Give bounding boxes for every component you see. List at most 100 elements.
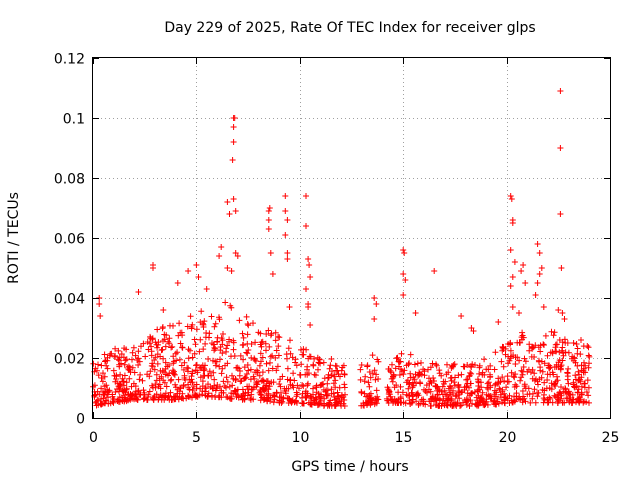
data-point	[131, 369, 138, 376]
data-point	[406, 380, 413, 387]
data-point	[396, 372, 403, 378]
data-point	[341, 384, 348, 391]
data-point	[466, 372, 473, 379]
data-point	[502, 345, 509, 352]
data-point	[390, 400, 396, 406]
data-point	[287, 337, 293, 344]
data-point	[106, 387, 113, 394]
data-point	[502, 394, 509, 401]
data-point	[214, 382, 221, 388]
data-point	[261, 388, 268, 394]
data-point	[373, 301, 380, 307]
data-point	[386, 388, 393, 395]
data-point	[282, 232, 289, 238]
data-point	[548, 380, 555, 387]
data-point	[203, 385, 209, 392]
data-point	[272, 354, 279, 361]
data-point	[144, 396, 151, 403]
data-point	[253, 383, 260, 390]
data-point	[189, 321, 196, 328]
data-point	[218, 335, 225, 342]
data-point	[101, 373, 108, 380]
data-point	[414, 360, 421, 367]
data-point	[300, 351, 307, 358]
data-point	[218, 370, 225, 377]
data-point	[263, 360, 270, 367]
data-point	[284, 365, 291, 372]
data-point	[433, 361, 439, 368]
data-point	[522, 358, 529, 365]
data-point	[507, 347, 514, 354]
data-point	[276, 381, 283, 387]
data-point	[228, 353, 234, 360]
data-point	[326, 400, 333, 407]
data-point	[555, 307, 562, 313]
data-point	[314, 402, 321, 409]
data-point	[310, 385, 316, 392]
data-point	[174, 394, 181, 401]
data-point	[549, 399, 556, 406]
data-point	[187, 313, 194, 320]
data-point	[400, 292, 407, 298]
data-point	[278, 389, 284, 396]
data-point	[583, 389, 590, 395]
data-point	[102, 358, 108, 365]
data-point	[266, 205, 273, 211]
data-points	[90, 88, 593, 409]
data-point	[292, 356, 299, 363]
data-point	[303, 346, 310, 353]
data-point	[171, 368, 177, 375]
data-point	[532, 399, 539, 406]
data-point	[175, 332, 182, 339]
data-point	[325, 374, 332, 381]
data-point	[333, 395, 340, 402]
data-point	[149, 360, 156, 367]
data-point	[205, 356, 212, 362]
data-point	[245, 367, 252, 374]
data-point	[507, 247, 514, 253]
data-point	[216, 314, 222, 321]
data-point	[279, 398, 286, 405]
data-point	[392, 365, 399, 372]
data-point	[129, 349, 136, 356]
data-point	[112, 345, 119, 352]
x-axis: 0 5 10 15 20 25	[89, 58, 619, 446]
data-point	[492, 349, 499, 356]
data-point	[519, 329, 526, 336]
data-point	[260, 395, 267, 402]
data-point	[108, 350, 115, 357]
data-point	[206, 368, 213, 375]
data-point	[517, 377, 524, 384]
data-point	[207, 383, 214, 390]
data-point	[105, 394, 111, 401]
data-point	[417, 380, 424, 387]
data-point	[206, 334, 212, 341]
data-point	[521, 355, 528, 362]
y-tick-label: 0.1	[63, 112, 85, 128]
x-axis-label: GPS time / hours	[291, 459, 408, 475]
data-point	[509, 274, 516, 280]
data-point	[403, 391, 410, 398]
data-point	[562, 339, 569, 346]
data-point	[305, 355, 312, 362]
data-point	[219, 341, 226, 348]
data-point	[493, 389, 500, 396]
data-point	[121, 345, 128, 352]
data-point	[176, 356, 183, 363]
data-point	[542, 332, 549, 339]
data-point	[397, 394, 404, 400]
data-point	[509, 304, 516, 310]
data-point	[228, 268, 235, 274]
data-point	[441, 387, 448, 394]
data-point	[298, 346, 304, 353]
data-point	[189, 379, 196, 386]
data-point	[438, 388, 445, 395]
data-point	[205, 390, 212, 397]
data-point	[491, 398, 498, 405]
grid-lines	[93, 58, 610, 418]
data-point	[518, 268, 525, 274]
data-point	[418, 359, 424, 366]
x-tick-label: 0	[89, 430, 98, 446]
data-point	[526, 347, 533, 354]
data-point	[411, 361, 418, 368]
